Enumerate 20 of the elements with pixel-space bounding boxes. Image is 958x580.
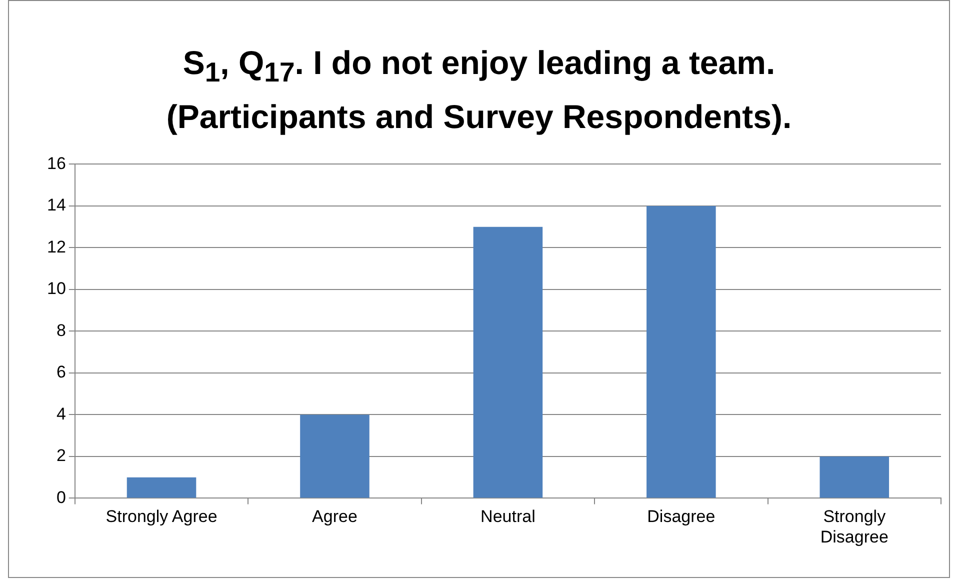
y-tick-label: 12 (46, 237, 66, 256)
x-tick-label: Strongly Disagree (820, 507, 888, 546)
y-tick-label: 8 (56, 320, 66, 340)
y-tick-label: 14 (46, 196, 66, 215)
y-tick-label: 0 (56, 488, 66, 507)
x-tick-label: Agree (312, 507, 358, 526)
bar (820, 456, 890, 498)
x-tick-label: Strongly Agree (106, 507, 218, 526)
y-tick-label: 6 (56, 362, 66, 382)
bar (646, 206, 716, 498)
y-tick-label: 4 (56, 404, 66, 424)
bar (126, 477, 196, 498)
y-tick-label: 16 (46, 154, 66, 173)
chart-title: S$_{1}$, Q$_{17}$. I do not enjoy leading a team. (Participants and Survey Respondents). (165, 43, 793, 137)
bar (473, 226, 543, 498)
bar (300, 414, 370, 498)
x-tick-label: Neutral (480, 507, 536, 526)
y-tick-label: 10 (46, 279, 66, 298)
y-tick-label: 2 (56, 446, 66, 466)
x-tick-label: Disagree (647, 507, 716, 526)
